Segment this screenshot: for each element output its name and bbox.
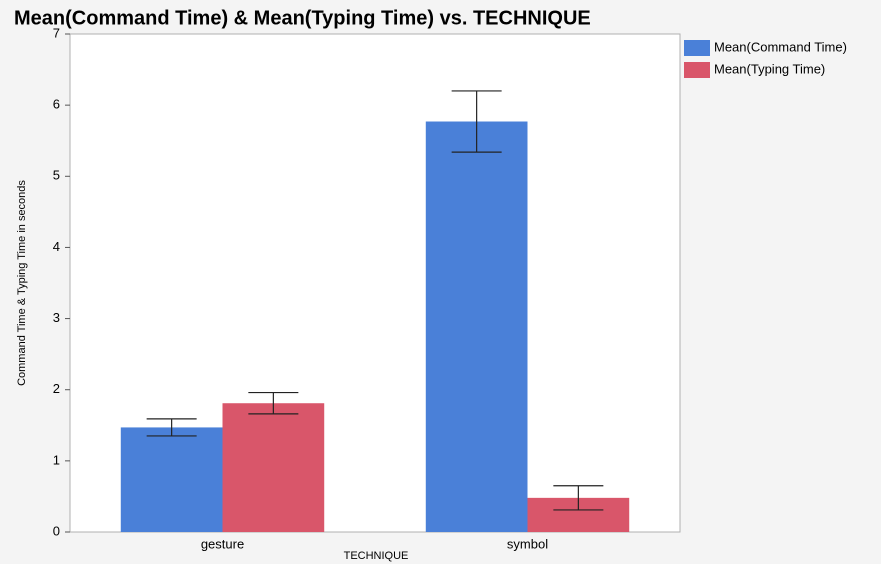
chart-title: Mean(Command Time) & Mean(Typing Time) v… [14,7,591,29]
legend-label: Mean(Typing Time) [714,61,825,76]
y-axis-label: Command Time & Typing Time in seconds [16,180,28,386]
y-tick-label: 1 [53,452,60,467]
x-tick-label: gesture [201,536,244,551]
x-tick-label: symbol [507,536,548,551]
error-bar [248,391,299,415]
y-tick-label: 3 [53,310,60,325]
legend-swatch [684,62,710,78]
error-bar [451,90,502,153]
y-tick-label: 4 [53,239,60,254]
bar [222,403,325,532]
error-bar [146,418,197,437]
bar [120,427,223,532]
y-tick-label: 6 [53,97,60,112]
y-tick-label: 7 [53,25,60,40]
y-tick-label: 5 [53,168,60,183]
legend-label: Mean(Command Time) [714,39,847,54]
bar [425,121,528,533]
y-tick-label: 2 [53,381,60,396]
error-bar [553,485,604,511]
x-axis-label: TECHNIQUE [344,550,409,562]
legend-swatch [684,40,710,56]
y-tick-label: 0 [53,523,60,538]
